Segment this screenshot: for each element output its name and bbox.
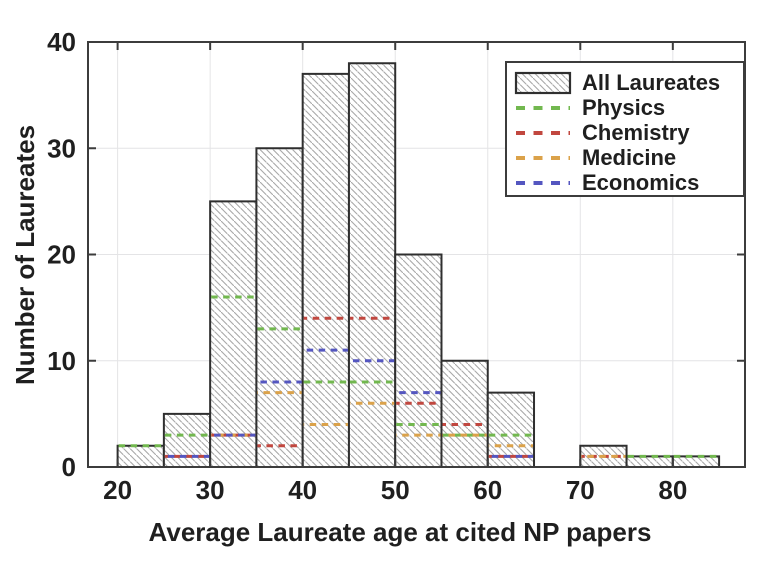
y-tick-labels: 0 10 20 30 40 xyxy=(47,27,76,482)
legend-label-economics: Economics xyxy=(582,170,699,195)
bar-all-laureates-75-80 xyxy=(625,455,674,468)
bars-layer xyxy=(116,62,721,468)
x-tick-label: 70 xyxy=(566,475,595,505)
legend-item-economics: Economics xyxy=(516,170,699,195)
y-tick-label: 0 xyxy=(62,452,76,482)
bar-all-laureates-35-40 xyxy=(255,147,304,468)
y-tick-label: 30 xyxy=(47,133,76,163)
bar-all-laureates-55-60 xyxy=(440,359,489,468)
y-axis-title: Number of Laureates xyxy=(10,125,40,385)
x-tick-labels: 20 30 40 50 60 70 80 xyxy=(103,475,687,505)
y-tick-label: 20 xyxy=(47,240,76,270)
bar-all-laureates-45-50 xyxy=(347,62,397,468)
bar-all-laureates-25-30 xyxy=(162,412,212,468)
x-tick-label: 80 xyxy=(658,475,687,505)
y-tick-label: 10 xyxy=(47,346,76,376)
bar-all-laureates-30-35 xyxy=(209,200,258,468)
legend-item-chemistry: Chemistry xyxy=(516,120,690,145)
legend-label-physics: Physics xyxy=(582,95,665,120)
axis-ticks-layer xyxy=(88,41,745,468)
hatched-patch-swatch xyxy=(514,71,572,95)
bar-all-laureates-60-65 xyxy=(486,391,536,468)
legend-label-chemistry: Chemistry xyxy=(582,120,690,145)
discipline-lines-layer xyxy=(118,295,719,458)
legend-label-all-laureates: All Laureates xyxy=(582,70,720,95)
x-tick-label: 50 xyxy=(381,475,410,505)
legend: All Laureates Physics Chemistry Medicine… xyxy=(505,61,745,197)
legend-item-physics: Physics xyxy=(516,95,665,120)
legend-label-medicine: Medicine xyxy=(582,145,676,170)
x-tick-label: 40 xyxy=(288,475,317,505)
y-tick-label: 40 xyxy=(47,27,76,57)
bar-all-laureates-40-45 xyxy=(301,72,350,468)
x-tick-label: 30 xyxy=(196,475,225,505)
legend-item-medicine: Medicine xyxy=(516,145,676,170)
x-tick-label: 20 xyxy=(103,475,132,505)
x-tick-label: 60 xyxy=(473,475,502,505)
bar-all-laureates-80-85 xyxy=(671,455,721,468)
legend-item-all-laureates: All Laureates xyxy=(514,70,720,95)
bar-all-laureates-20-25 xyxy=(116,444,165,468)
x-axis-title: Average Laureate age at cited NP papers xyxy=(149,517,652,547)
